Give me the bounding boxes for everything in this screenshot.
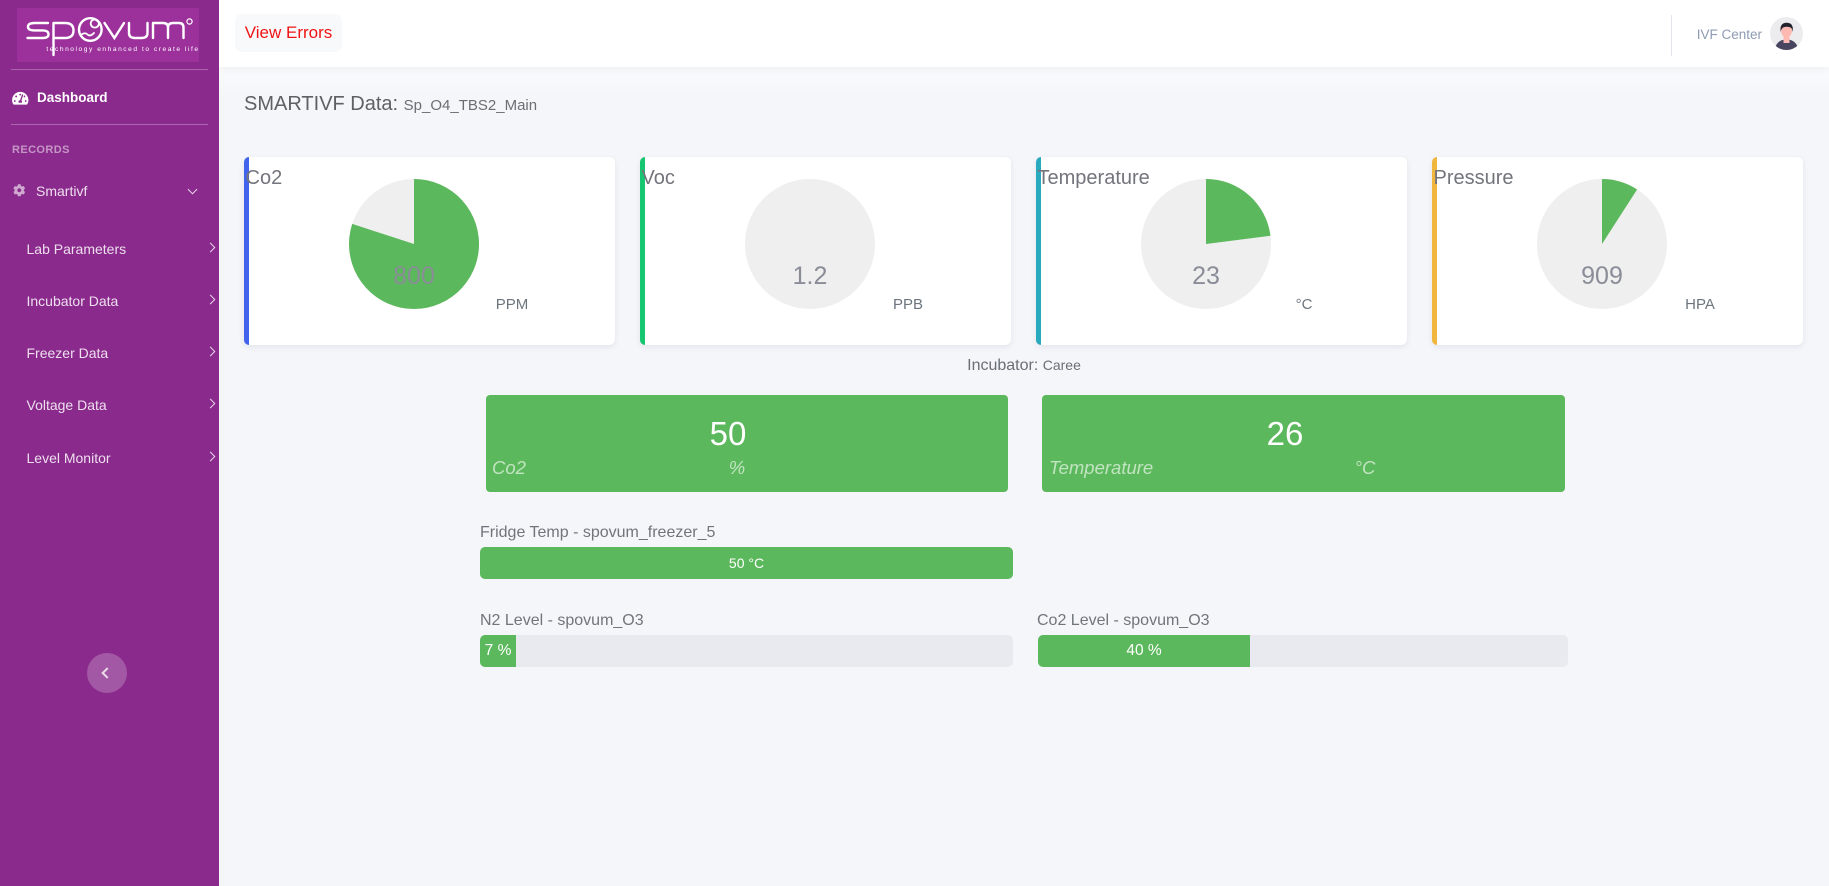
svg-text:technology enhanced to create: technology enhanced to create life [46,46,199,53]
